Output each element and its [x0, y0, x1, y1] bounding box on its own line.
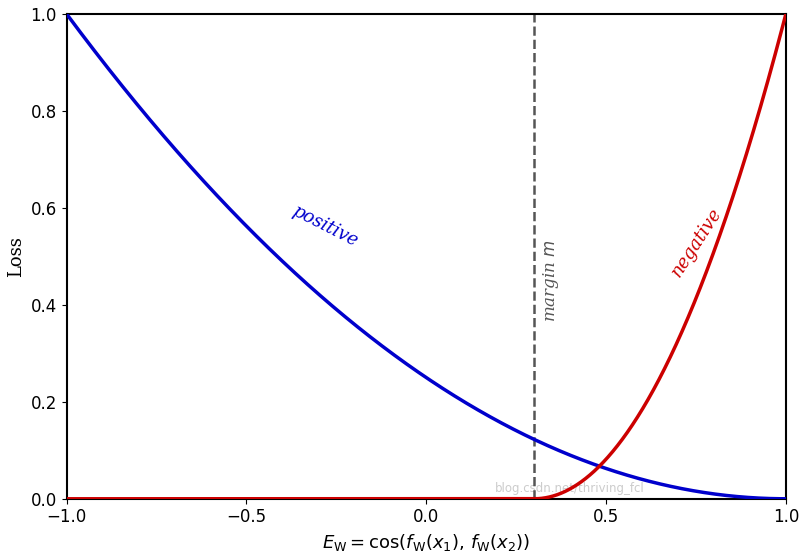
Text: margin $m$: margin $m$	[541, 239, 561, 322]
Text: positive: positive	[289, 202, 361, 251]
Text: negative: negative	[667, 204, 725, 280]
Text: blog.csdn.net/thriving_fcl: blog.csdn.net/thriving_fcl	[495, 482, 644, 494]
Y-axis label: Loss: Loss	[7, 236, 25, 277]
X-axis label: $E_{\mathrm{W}}=\cos(f_{\mathrm{W}}(x_1),\,f_{\mathrm{W}}(x_2))$: $E_{\mathrm{W}}=\cos(f_{\mathrm{W}}(x_1)…	[322, 532, 530, 553]
